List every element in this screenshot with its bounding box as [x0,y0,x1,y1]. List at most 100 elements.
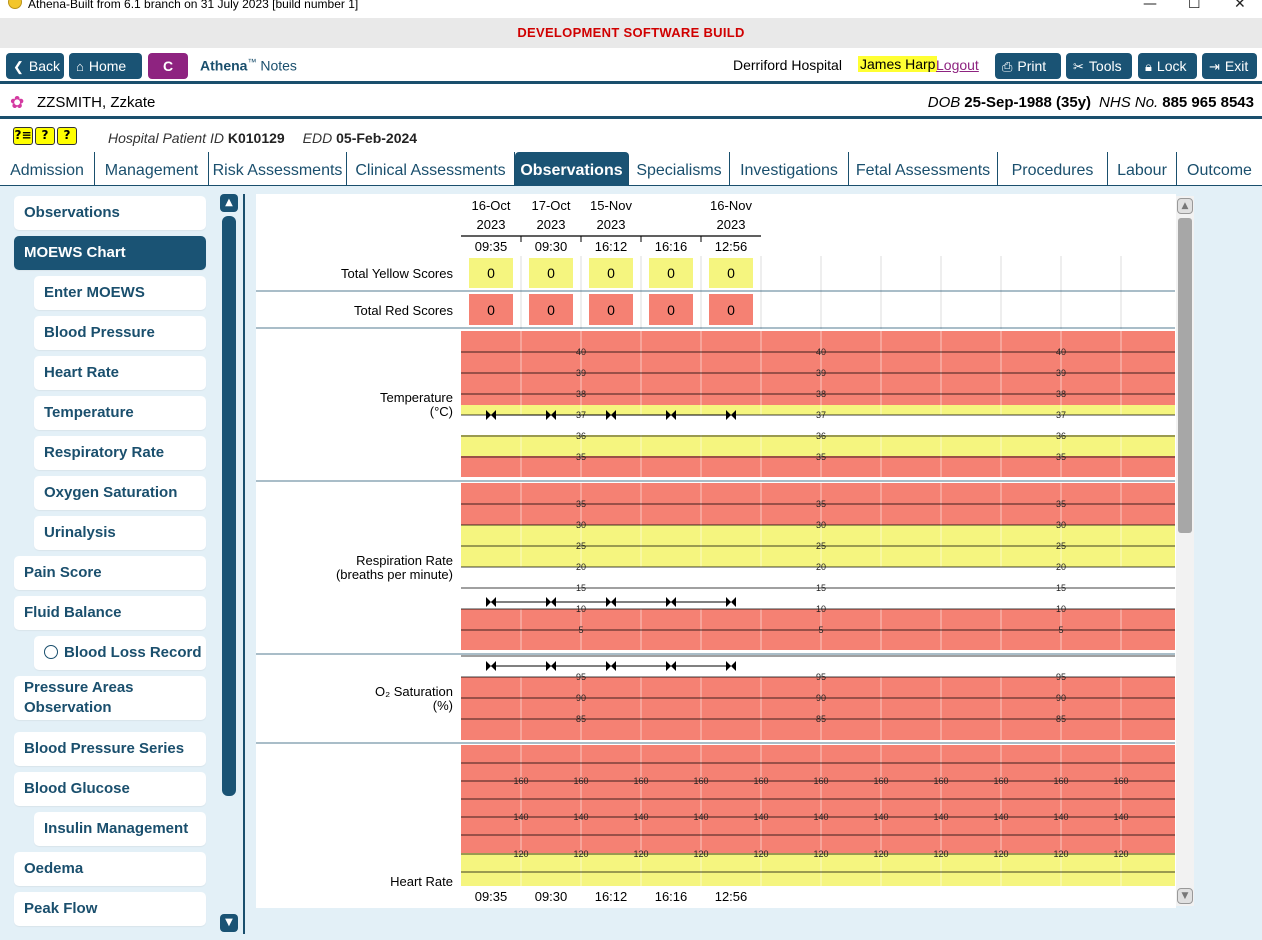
tab-observations[interactable]: Observations [515,152,629,186]
minimize-icon[interactable]: — [1143,0,1157,12]
scroll-up-icon[interactable]: ▲ [220,194,238,212]
radio-icon[interactable] [44,645,58,659]
tick-label: 95 [1056,672,1066,682]
sidebar-item-oedema[interactable]: Oedema [14,852,206,886]
question-icon-2[interactable]: ? [57,127,77,145]
exit-button[interactable]: ⇥ Exit [1202,53,1257,79]
tools-label: Tools [1088,58,1122,74]
chart-scroll-up-icon[interactable]: ▲ [1177,198,1193,214]
tab-investigations[interactable]: Investigations [730,152,849,186]
footer-bg [256,886,1176,908]
home-button[interactable]: ⌂ Home [69,53,142,79]
chart-scroll-down-icon[interactable]: ▼ [1177,888,1193,904]
tick-label: 85 [576,714,586,724]
sidebar-item-peak-flow[interactable]: Peak Flow [14,892,206,926]
pane-divider [243,194,245,934]
yellow-score: 0 [607,265,615,281]
nhs-label: NHS No. [1099,94,1159,111]
sidebar-item-fluid-balance[interactable]: Fluid Balance [14,596,206,630]
sidebar-item-observations[interactable]: Observations [14,196,206,230]
sidebar-item-moews-chart[interactable]: MOEWS Chart [14,236,206,270]
red-score-cell [649,294,693,325]
lock-label: Lock [1156,58,1187,74]
sidebar-item-temperature[interactable]: Temperature [34,396,206,430]
exit-icon: ⇥ [1209,59,1220,74]
tab-procedures[interactable]: Procedures [998,152,1108,186]
sidebar-item-pressure-areas-observation[interactable]: Pressure Areas Observation [14,676,206,720]
sidebar-scroll-thumb[interactable] [222,216,236,796]
tick-label: 95 [576,672,586,682]
hospital-id-label: Hospital Patient ID [108,130,224,146]
logout-link[interactable]: Logout [936,57,979,73]
app-title: Athena™ Notes [200,57,297,74]
tick-label: 160 [813,776,828,786]
sidebar-item-pain-score[interactable]: Pain Score [14,556,206,590]
print-button[interactable]: ⎙ Print [995,53,1061,79]
yellow-score-cell [649,258,693,288]
column-date: 17-Oct [531,198,570,213]
sidebar-item-label: Enter MOEWS [44,284,145,301]
tick-label: 5 [578,625,583,635]
tick-label: 40 [1056,347,1066,357]
sidebar-item-label: Oedema [24,860,84,877]
tools-button[interactable]: ✂ Tools [1066,53,1132,79]
tick-label: 160 [573,776,588,786]
sidebar-item-blood-pressure[interactable]: Blood Pressure [34,316,206,350]
tick-label: 35 [576,452,586,462]
chart-scroll-thumb[interactable] [1178,218,1192,533]
sidebar-scrollbar[interactable]: ▲ ▼ [220,194,238,934]
tick-label: 20 [576,562,586,572]
maximize-icon[interactable]: ☐ [1188,0,1201,12]
scroll-down-icon[interactable]: ▼ [220,914,238,932]
sidebar-item-urinalysis[interactable]: Urinalysis [34,516,206,550]
tick-label: 10 [1056,604,1066,614]
sidebar-item-label: Blood Pressure [44,324,155,341]
sidebar-item-blood-pressure-series[interactable]: Blood Pressure Series [14,732,206,766]
tab-risk-assessments[interactable]: Risk Assessments [209,152,347,186]
user-name: James Harp [858,56,938,72]
sidebar-item-label: Urinalysis [44,524,116,541]
sidebar-item-blood-glucose[interactable]: Blood Glucose [14,772,206,806]
tab-specialisms[interactable]: Specialisms [629,152,730,186]
tick-label: 25 [816,541,826,551]
question-icon[interactable]: ? [35,127,55,145]
red-score: 0 [667,302,675,318]
tab-management[interactable]: Management [95,152,209,186]
tick-label: 160 [1113,776,1128,786]
yellow-score-cell [589,258,633,288]
tab-fetal-assessments[interactable]: Fetal Assessments [849,152,998,186]
column-date: 16-Nov [710,198,752,213]
lock-button[interactable]: 🔒︎ Lock [1138,53,1197,79]
column-time: 16:12 [595,239,628,254]
tab-outcome[interactable]: Outcome [1187,162,1252,179]
question-list-icon[interactable]: ?≡ [13,127,33,145]
c-button[interactable]: C [148,53,188,79]
tick-label: 90 [816,693,826,703]
zone-band [461,656,1175,677]
trademark: ™ [247,57,257,67]
yellow-score: 0 [667,265,675,281]
tick-label: 140 [1113,812,1128,822]
heart-rate-label: Heart Rate [390,874,453,889]
sidebar-item-heart-rate[interactable]: Heart Rate [34,356,206,390]
sidebar-item-respiratory-rate[interactable]: Respiratory Rate [34,436,206,470]
sidebar-item-oxygen-saturation[interactable]: Oxygen Saturation [34,476,206,510]
sidebar-item-blood-loss-record[interactable]: Blood Loss Record [34,636,206,670]
tick-label: 120 [1113,849,1128,859]
close-icon[interactable]: ✕ [1234,0,1246,12]
yellow-score: 0 [727,265,735,281]
tab-admission[interactable]: Admission [0,152,95,186]
sidebar-item-label: Heart Rate [44,364,120,381]
tick-label: 120 [873,849,888,859]
footer-time: 16:16 [655,889,688,904]
tab-labour[interactable]: Labour [1108,152,1177,186]
sidebar-item-enter-moews[interactable]: Enter MOEWS [34,276,206,310]
sidebar-item-insulin-management[interactable]: Insulin Management [34,812,206,846]
hospital-id-edd: Hospital Patient ID K010129 EDD 05-Feb-20… [108,130,435,146]
total-red-label: Total Red Scores [354,303,453,318]
tab-clinical-assessments[interactable]: Clinical Assessments [347,152,515,186]
back-button[interactable]: ❮ Back [6,53,64,79]
tick-label: 37 [1056,410,1066,420]
patient-name: ZZSMITH, Zzkate [37,94,156,111]
chart-scrollbar[interactable]: ▲ ▼ [1176,196,1194,906]
